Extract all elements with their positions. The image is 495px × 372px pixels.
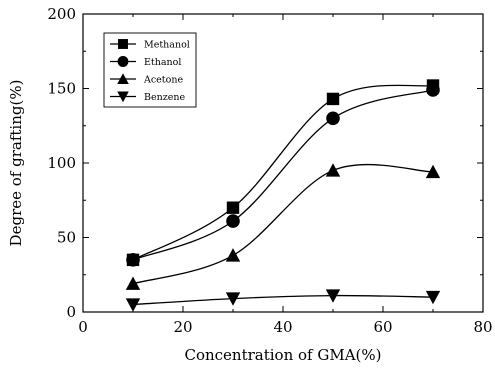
data-point-ethanol (426, 83, 440, 97)
legend-label-acetone: Acetone (143, 75, 183, 86)
tick-labels: 0 20 40 60 80 0 50 100 150 200 (47, 5, 492, 336)
x-tick-label: 20 (173, 318, 192, 336)
x-axis-title: Concentration of GMA(%) (184, 346, 381, 364)
legend-marker-methanol (118, 39, 128, 49)
y-axis-title: Degree of grafting(%) (7, 80, 25, 247)
legend-label-ethanol: Ethanol (144, 57, 181, 68)
y-tick-label: 150 (47, 80, 76, 98)
series-line-acetone (132, 164, 434, 285)
data-point-ethanol (126, 253, 140, 267)
legend-label-benzene: Benzene (144, 92, 185, 103)
y-tick-label: 50 (57, 229, 76, 247)
legend-marker-benzene (117, 91, 129, 103)
legend-marker-ethanol (117, 56, 129, 67)
series-line-benzene (132, 294, 434, 306)
series-layer (125, 79, 441, 312)
series-line-methanol (132, 84, 434, 261)
data-point-benzene (225, 292, 241, 306)
y-tick-label: 200 (47, 5, 76, 23)
axis-ticks (82, 13, 484, 313)
x-tick-label: 40 (273, 318, 292, 336)
series-line-ethanol (132, 89, 434, 261)
data-point-ethanol (226, 214, 240, 228)
data-point-benzene (425, 290, 441, 305)
x-tick-label: 80 (473, 318, 492, 336)
y-tick-label: 0 (66, 303, 76, 321)
data-point-acetone (125, 276, 141, 290)
data-point-benzene (325, 289, 341, 303)
data-point-methanol (226, 201, 240, 214)
legend: Methanol Ethanol Acetone Benzene (103, 32, 197, 108)
data-point-acetone (325, 163, 341, 177)
legend-label-methanol: Methanol (144, 40, 190, 51)
data-point-acetone (225, 248, 241, 262)
legend-marker-acetone (117, 73, 129, 84)
y-tick-label: 100 (47, 154, 76, 172)
data-point-acetone (425, 164, 441, 179)
x-tick-label: 60 (373, 318, 392, 336)
data-point-ethanol (326, 111, 340, 126)
data-point-methanol (326, 92, 340, 106)
x-tick-label: 0 (78, 318, 88, 336)
data-point-benzene (125, 298, 141, 312)
